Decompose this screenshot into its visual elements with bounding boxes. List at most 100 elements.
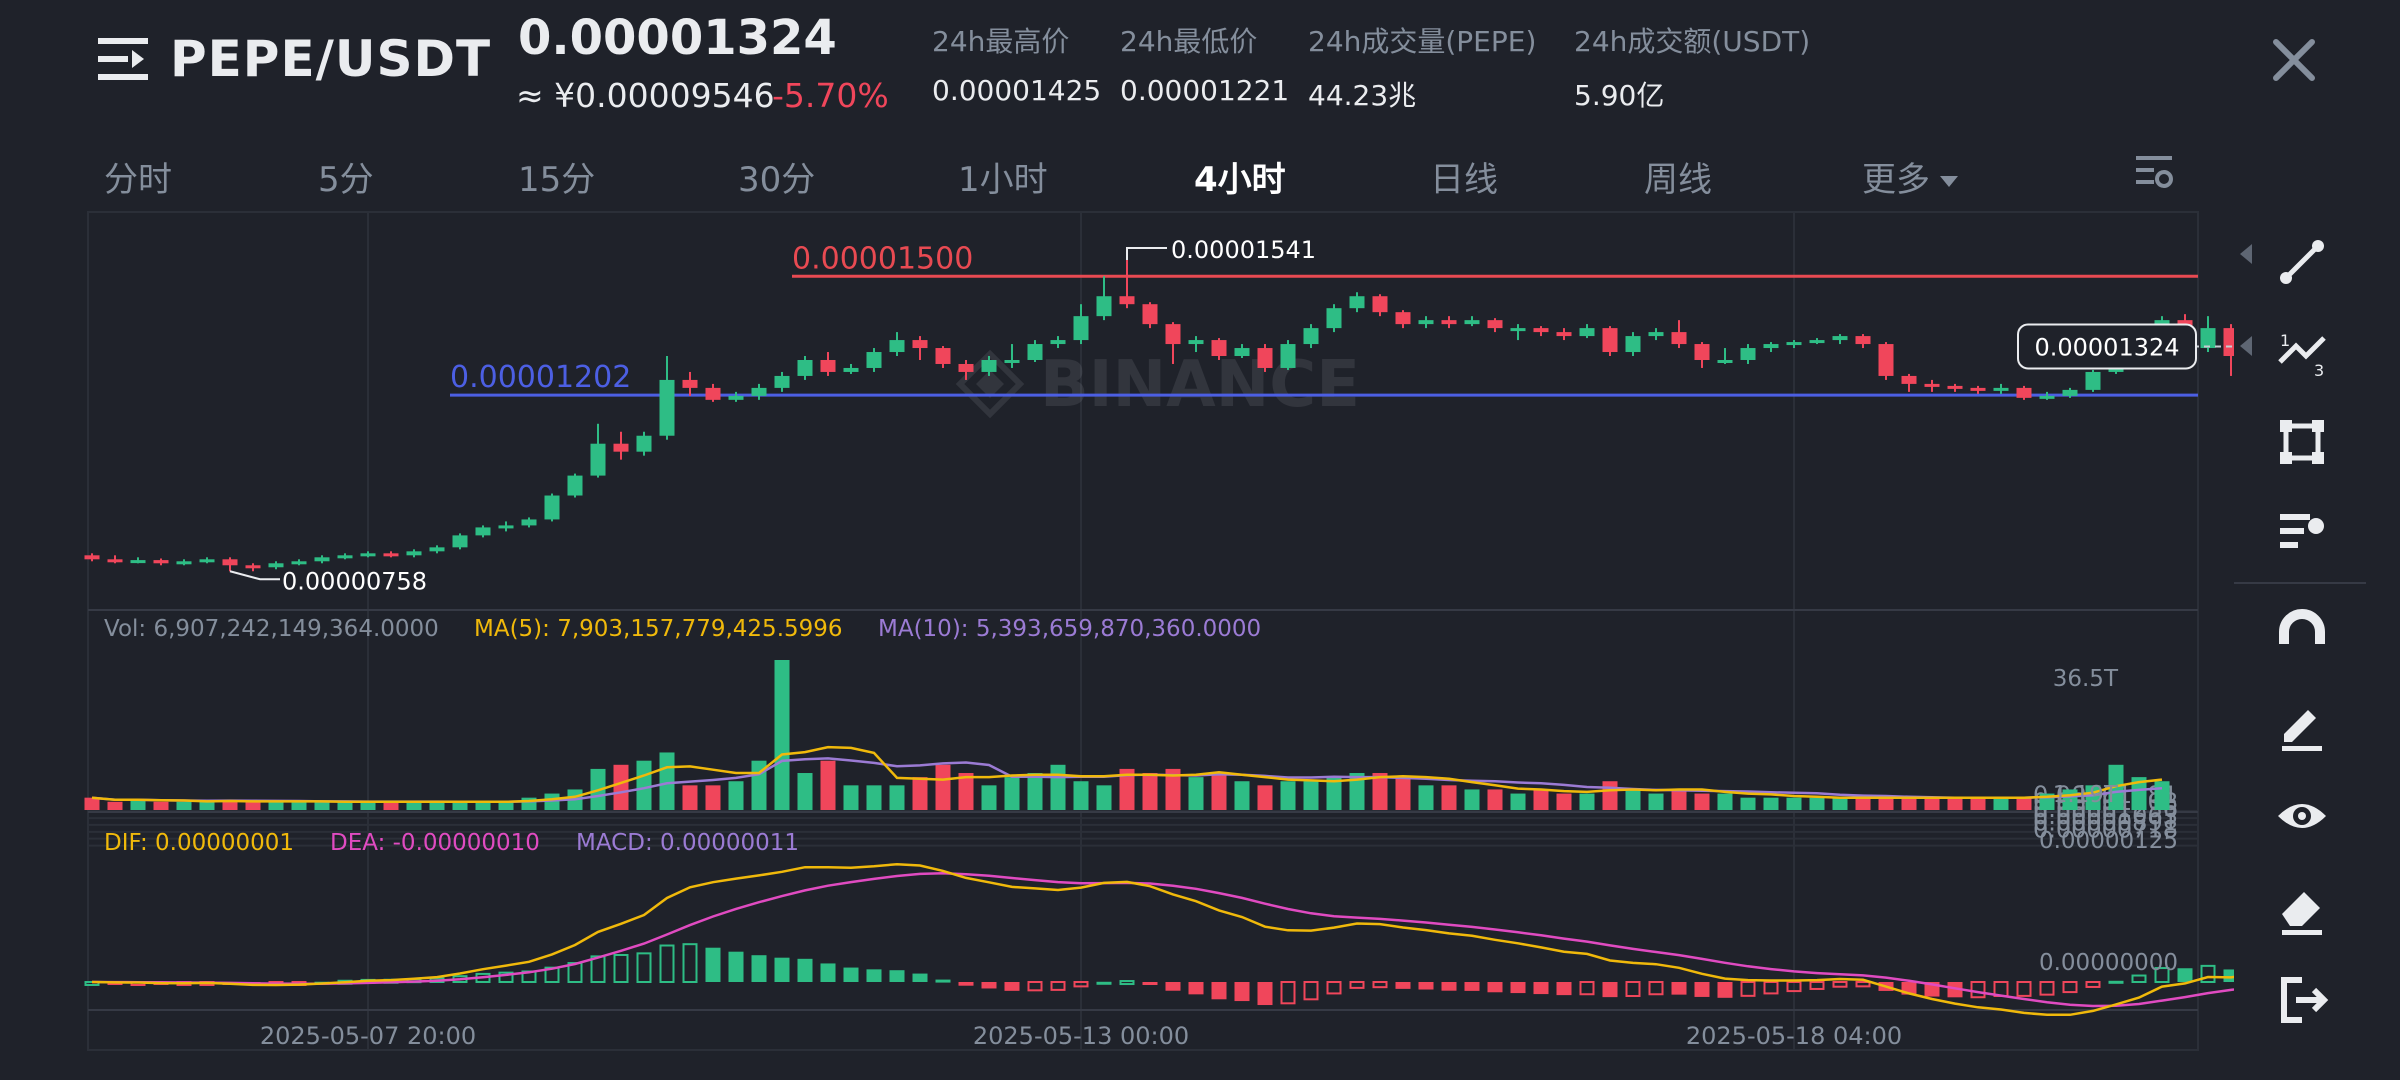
candle-body xyxy=(1832,336,1848,341)
last-price: 0.00001324 xyxy=(518,10,837,66)
candle-body xyxy=(475,527,491,536)
close-icon[interactable] xyxy=(2268,28,2320,90)
price-line-label: 0.00001500 xyxy=(792,241,973,276)
tab-5m[interactable]: 5分 xyxy=(318,160,374,200)
volume-bar xyxy=(636,760,652,810)
stat-label: 24h成交额(USDT) xyxy=(1574,25,1811,58)
volume-ma5-line xyxy=(91,745,2163,804)
macd-histogram-bar xyxy=(889,970,905,982)
menu-icon[interactable] xyxy=(98,36,148,82)
chart-settings-icon[interactable] xyxy=(2134,152,2174,192)
macd-histogram-bar xyxy=(1395,982,1411,989)
volume-bar xyxy=(406,801,422,810)
volume-label: Vol: 6,907,242,149,364.0000 xyxy=(104,616,439,642)
macd-histogram-bar xyxy=(728,951,744,982)
tab-4h[interactable]: 4小时 xyxy=(1194,160,1286,200)
macd-histogram-bar xyxy=(1717,982,1733,998)
volume-bar xyxy=(1073,781,1089,810)
candle-body xyxy=(1464,320,1480,325)
tab-day[interactable]: 日线 xyxy=(1430,160,1498,200)
candle-body xyxy=(1165,324,1181,345)
macd-histogram-bar xyxy=(2062,981,2078,994)
volume-bar xyxy=(774,660,790,810)
candle-body xyxy=(1901,375,1917,384)
macd-histogram-bar xyxy=(2108,980,2124,984)
trend-line-icon[interactable] xyxy=(2272,232,2332,292)
low-marker-line xyxy=(229,570,280,581)
stat-label: 24h最低价 xyxy=(1120,25,1258,58)
volume-bar xyxy=(1993,797,2009,810)
candle-body xyxy=(291,561,307,565)
shape-rect-icon[interactable] xyxy=(2272,412,2332,472)
tab-fenshi[interactable]: 分时 xyxy=(104,160,172,200)
candle-body xyxy=(1096,296,1112,317)
chart-grid xyxy=(87,211,2199,1051)
eye-icon[interactable] xyxy=(2272,786,2332,846)
macd-axis-zero: 0.00000000 xyxy=(2039,950,2178,976)
candle-body xyxy=(1142,304,1158,325)
macd-histogram-bar xyxy=(1602,982,1618,998)
volume-bar xyxy=(935,764,951,810)
volume-bar xyxy=(1211,773,1227,810)
candle-body xyxy=(544,495,560,520)
tab-15m[interactable]: 15分 xyxy=(518,160,596,200)
volume-bar xyxy=(1901,797,1917,810)
macd-histogram-bar xyxy=(774,957,790,982)
volume-bar xyxy=(1464,789,1480,810)
fibonacci-icon[interactable] xyxy=(2272,502,2332,562)
volume-bar xyxy=(1234,781,1250,810)
macd-histogram-bar xyxy=(2039,981,2055,996)
header: PEPE/USDT 0.00001324 ≈ ¥0.00009546 -5.70… xyxy=(0,0,2400,140)
tab-more[interactable]: 更多 xyxy=(1862,152,1958,201)
high-marker-line xyxy=(1126,246,1167,260)
macd-histogram-bar xyxy=(1786,981,1802,993)
volume-bar xyxy=(1303,781,1319,810)
candle-body xyxy=(820,359,836,372)
candle-body xyxy=(383,553,399,557)
macd-histogram-bar xyxy=(1165,982,1181,991)
candle-body xyxy=(613,443,629,452)
time-axis-tick: 2025-05-13 00:00 xyxy=(973,1022,1189,1050)
volume-bar xyxy=(2131,777,2147,810)
macd-histogram-bar xyxy=(1441,982,1457,991)
candle-body xyxy=(360,553,376,557)
tab-week[interactable]: 周线 xyxy=(1644,160,1712,200)
trading-pair[interactable]: PEPE/USDT xyxy=(170,30,492,88)
magnet-icon[interactable] xyxy=(2272,602,2332,662)
candle-body xyxy=(2062,389,2078,396)
macd-histogram-bar xyxy=(1832,981,1848,988)
volume-bar xyxy=(1349,773,1365,810)
macd-panel xyxy=(84,862,2234,1017)
candle-body xyxy=(958,363,974,372)
candle-body xyxy=(498,525,514,529)
candle-body xyxy=(1947,385,1963,389)
exit-icon[interactable] xyxy=(2272,970,2332,1030)
macd-histogram-bar xyxy=(2200,964,2216,984)
candle-body xyxy=(429,547,445,552)
volume-bar xyxy=(1671,789,1687,810)
current-price-tag xyxy=(2017,323,2197,370)
caret-left-icon xyxy=(2240,244,2252,264)
candle-body xyxy=(1418,320,1434,325)
volume-bar xyxy=(659,752,675,810)
eraser-icon[interactable] xyxy=(2272,878,2332,938)
tab-1h[interactable]: 1小时 xyxy=(958,160,1048,200)
candle-body xyxy=(1372,296,1388,313)
macd-histogram-bar xyxy=(1533,982,1549,995)
candle-body xyxy=(1602,328,1618,353)
candle-body xyxy=(199,559,215,563)
price-axis-tick: 0.00001236 xyxy=(2033,795,2178,823)
volume-bar xyxy=(360,801,376,810)
macd-histogram-bar xyxy=(636,952,652,983)
macd-histogram-bar xyxy=(659,944,675,984)
candle-body xyxy=(337,555,353,559)
candle-body xyxy=(1487,320,1503,329)
pencil-icon[interactable] xyxy=(2272,694,2332,754)
tab-30m[interactable]: 30分 xyxy=(738,160,816,200)
volume-bar xyxy=(291,801,307,810)
volume-bar xyxy=(337,801,353,810)
macd-histogram-bar xyxy=(866,969,882,982)
candle-body xyxy=(1349,296,1365,309)
